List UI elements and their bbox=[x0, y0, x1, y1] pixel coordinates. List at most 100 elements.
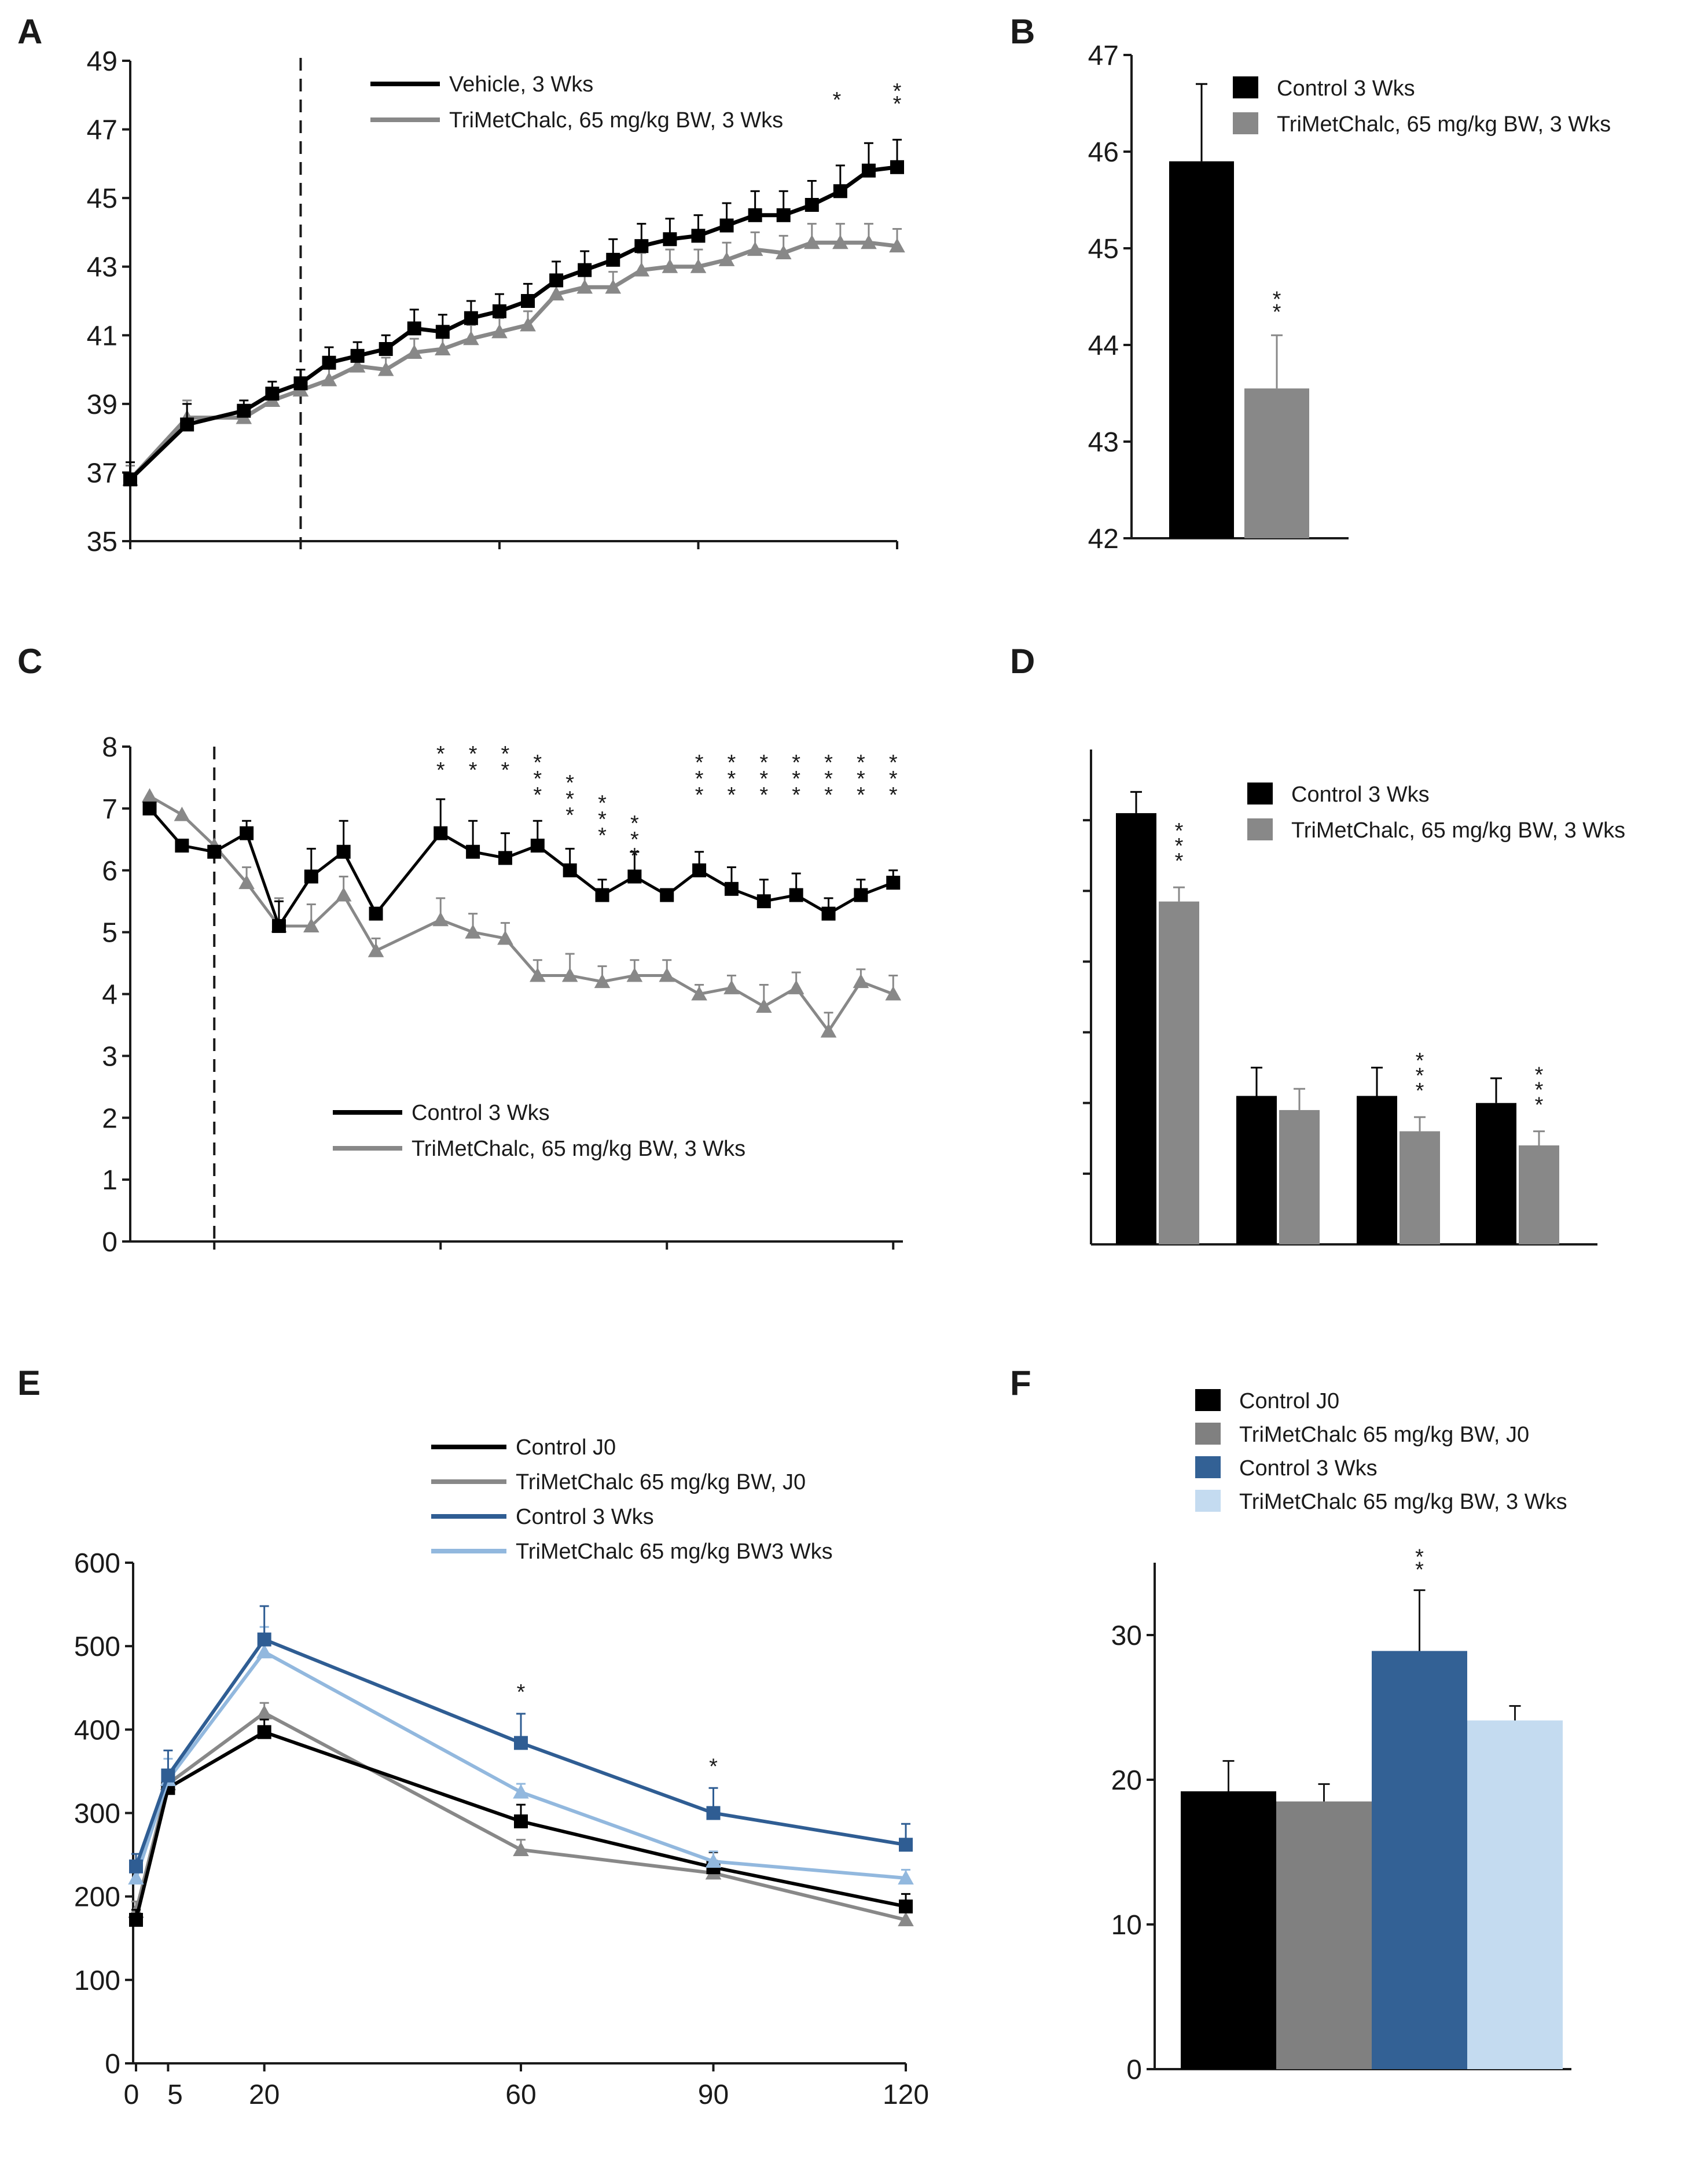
legend-label-1: TriMetChalc 65 mg/kg BW, J0 bbox=[516, 1470, 806, 1494]
legend-swatch-1 bbox=[1233, 112, 1258, 134]
data-point bbox=[832, 234, 849, 249]
bar-2 bbox=[1372, 1651, 1467, 2069]
data-point bbox=[563, 863, 577, 877]
data-point bbox=[530, 839, 545, 853]
data-point bbox=[491, 324, 508, 339]
data-point bbox=[890, 160, 904, 174]
data-point bbox=[595, 888, 609, 902]
data-point bbox=[142, 801, 157, 815]
y-tick-label: 47 bbox=[1088, 41, 1119, 71]
data-point bbox=[180, 417, 194, 432]
data-point bbox=[660, 888, 674, 902]
data-point bbox=[435, 341, 451, 356]
significance-marker: * bbox=[833, 88, 842, 112]
significance-marker: * * * bbox=[857, 751, 865, 807]
legend-label-3: TriMetChalc 65 mg/kg BW, 3 Wks bbox=[1239, 1490, 1567, 1514]
y-tick-label: 45 bbox=[87, 183, 117, 214]
y-tick-label: 49 bbox=[87, 46, 117, 77]
data-point bbox=[407, 321, 421, 336]
significance-marker: * * * bbox=[728, 751, 736, 807]
data-point bbox=[775, 245, 792, 260]
data-point bbox=[719, 218, 734, 233]
data-point bbox=[659, 967, 675, 982]
series-line-1 bbox=[128, 240, 898, 481]
data-point bbox=[271, 919, 286, 933]
panel-b: B 42 43 44 45 46 47 * * Control 3 Wks TriMetChalc… bbox=[1010, 12, 1611, 554]
data-point bbox=[304, 869, 318, 884]
data-point bbox=[466, 844, 480, 859]
y-tick-label: 41 bbox=[87, 321, 117, 351]
data-point bbox=[530, 967, 546, 982]
y-tick-label: 400 bbox=[74, 1715, 120, 1746]
legend-swatch-0 bbox=[1247, 783, 1273, 805]
data-point bbox=[497, 930, 513, 945]
bar bbox=[1400, 1131, 1440, 1244]
data-point bbox=[889, 238, 905, 253]
data-point bbox=[663, 232, 677, 247]
significance-marker: * * bbox=[1415, 1545, 1424, 1582]
data-point bbox=[854, 888, 868, 902]
data-point bbox=[492, 304, 506, 318]
legend-label-2: Control 3 Wks bbox=[516, 1505, 654, 1529]
y-tick-label: 46 bbox=[1088, 137, 1119, 168]
significance-marker: * * * bbox=[792, 751, 800, 807]
y-tick-label: 43 bbox=[87, 252, 117, 283]
y-tick-label: 7 bbox=[102, 794, 117, 825]
bar-1 bbox=[1244, 388, 1309, 538]
data-point bbox=[805, 198, 819, 212]
bar bbox=[1357, 1096, 1397, 1244]
data-point bbox=[432, 912, 449, 927]
data-point bbox=[899, 1838, 913, 1852]
data-point bbox=[820, 1023, 837, 1038]
data-point bbox=[123, 472, 137, 487]
significance-marker: * * * bbox=[1175, 819, 1184, 873]
y-tick-label: 10 bbox=[1111, 1910, 1142, 1941]
legend-swatch-1 bbox=[1247, 818, 1273, 840]
legend-label-3: TriMetChalc 65 mg/kg BW3 Wks bbox=[516, 1540, 833, 1564]
data-point bbox=[723, 980, 740, 994]
data-point bbox=[691, 229, 706, 243]
data-point bbox=[853, 974, 869, 989]
data-point bbox=[379, 342, 393, 356]
y-tick-label: 0 bbox=[1126, 2055, 1142, 2085]
significance-marker: * * * bbox=[598, 791, 607, 848]
y-tick-label: 35 bbox=[87, 527, 117, 557]
significance-marker: * * bbox=[469, 742, 477, 783]
series-line-2 bbox=[134, 1637, 906, 1867]
y-tick-label: 39 bbox=[87, 390, 117, 420]
legend-label-1: TriMetChalc, 65 mg/kg BW, 3 Wks bbox=[412, 1137, 745, 1161]
data-point bbox=[724, 881, 739, 896]
data-point bbox=[350, 348, 365, 363]
data-point bbox=[498, 851, 512, 865]
panel-e-label: E bbox=[17, 1364, 41, 1402]
significance-marker: * * * bbox=[565, 771, 574, 828]
y-tick-label: 600 bbox=[74, 1548, 120, 1579]
y-tick-label: 200 bbox=[74, 1882, 120, 1913]
data-point bbox=[520, 317, 536, 332]
data-point bbox=[605, 279, 622, 294]
significance-marker: * * * bbox=[695, 751, 704, 807]
x-tick-label: 0 bbox=[124, 2080, 139, 2110]
data-point bbox=[406, 344, 423, 359]
y-tick-label: 37 bbox=[87, 458, 117, 488]
bar-0 bbox=[1169, 161, 1234, 538]
data-point bbox=[748, 208, 762, 222]
data-point bbox=[238, 875, 255, 890]
x-tick-label: 90 bbox=[698, 2080, 729, 2110]
data-point bbox=[705, 1853, 722, 1868]
bar bbox=[1519, 1145, 1559, 1244]
bar-3 bbox=[1467, 1720, 1563, 2069]
legend-swatch-0 bbox=[1195, 1389, 1221, 1411]
panel-b-label: B bbox=[1010, 12, 1035, 51]
panel-c-label: C bbox=[17, 642, 42, 681]
data-point bbox=[256, 1644, 273, 1659]
data-point bbox=[257, 1632, 271, 1647]
series-line-3 bbox=[134, 1650, 906, 1880]
data-point bbox=[141, 788, 158, 803]
data-point bbox=[513, 1784, 529, 1799]
data-point bbox=[303, 918, 319, 932]
y-tick-label: 4 bbox=[102, 980, 117, 1011]
data-point bbox=[756, 894, 771, 909]
data-point bbox=[513, 1842, 529, 1856]
